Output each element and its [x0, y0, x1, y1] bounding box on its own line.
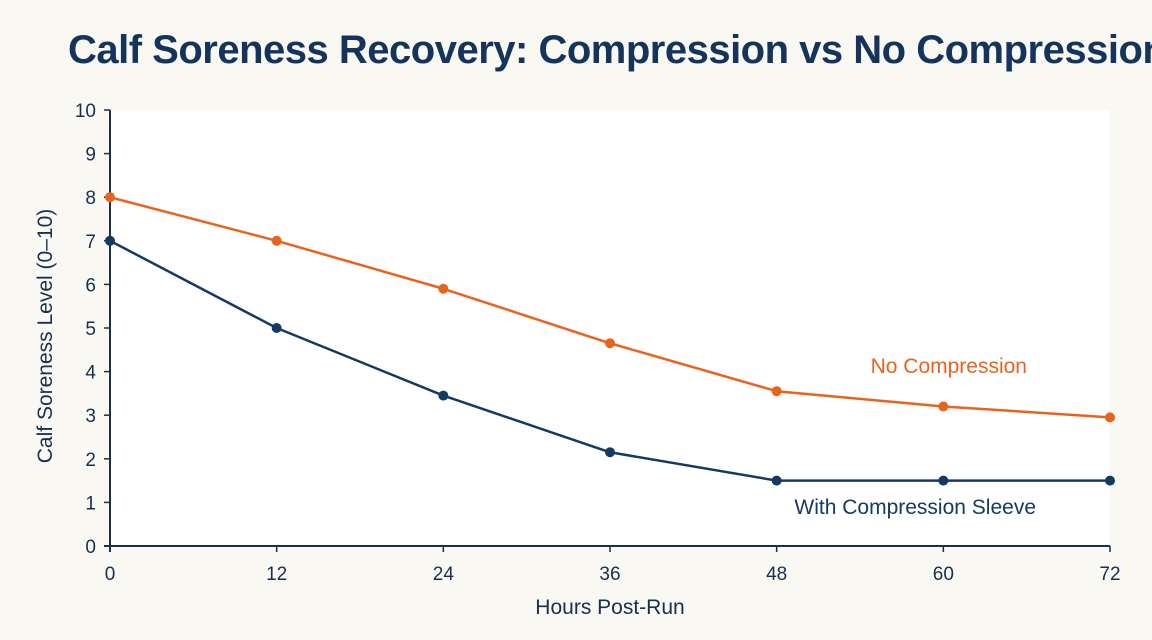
- y-axis-label: Calf Soreness Level (0–10): [34, 209, 57, 463]
- data-point-no-compression: [938, 401, 949, 412]
- series-group: [105, 192, 1115, 486]
- y-tick-label: 2: [85, 450, 96, 471]
- x-tick-label: 72: [1099, 564, 1120, 585]
- x-tick-label: 36: [599, 564, 620, 585]
- data-point-no-compression: [771, 386, 782, 397]
- data-point-with-compression-sleeve: [605, 447, 615, 458]
- y-tick-label: 9: [85, 145, 96, 166]
- x-axis: 0 12 24 36 48 60 72: [104, 545, 1121, 585]
- x-tick-label: 60: [933, 564, 954, 585]
- y-tick-label: 8: [85, 188, 96, 209]
- series-no-compression: [105, 192, 1115, 423]
- y-tick-label: 7: [85, 232, 96, 253]
- x-tick-label: 0: [105, 564, 116, 585]
- data-point-with-compression-sleeve: [271, 323, 282, 333]
- data-point-with-compression-sleeve: [438, 390, 449, 401]
- data-point-no-compression: [1105, 412, 1115, 423]
- y-tick-label: 10: [75, 101, 96, 122]
- x-tick-label: 12: [266, 564, 287, 585]
- data-point-with-compression-sleeve: [938, 475, 949, 486]
- y-tick-label: 0: [85, 537, 96, 558]
- series-label-with-compression: With Compression Sleeve: [794, 496, 1036, 519]
- x-tick-label: 24: [433, 564, 455, 585]
- data-point-no-compression: [105, 192, 115, 203]
- x-axis-label: Hours Post-Run: [535, 596, 684, 619]
- data-point-no-compression: [271, 235, 282, 246]
- y-tick-label: 1: [85, 493, 96, 514]
- y-tick-label: 6: [85, 275, 96, 296]
- y-tick-label: 4: [85, 363, 96, 384]
- y-tick-label: 3: [85, 406, 96, 427]
- y-axis: 0 1 2 3 4 5 6 7 8 9 10: [75, 101, 111, 558]
- data-point-with-compression-sleeve: [105, 235, 115, 246]
- y-tick-label: 5: [85, 319, 96, 340]
- series-with-compression-sleeve: [105, 235, 1115, 486]
- data-point-no-compression: [438, 283, 449, 294]
- series-label-no-compression: No Compression: [871, 355, 1027, 378]
- data-point-with-compression-sleeve: [771, 475, 782, 486]
- data-point-with-compression-sleeve: [1105, 475, 1115, 486]
- chart-title: Calf Soreness Recovery: Compression vs N…: [68, 28, 1152, 72]
- data-point-no-compression: [605, 338, 615, 349]
- x-tick-label: 48: [766, 564, 787, 585]
